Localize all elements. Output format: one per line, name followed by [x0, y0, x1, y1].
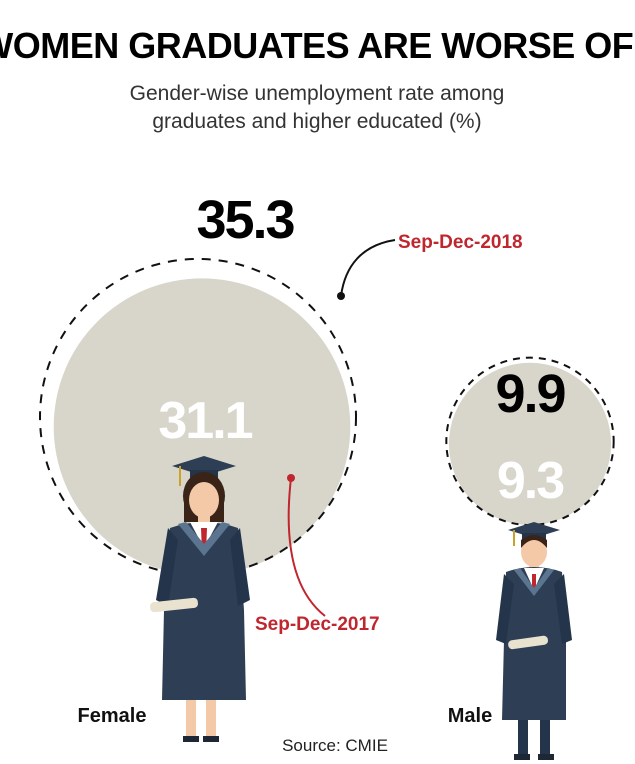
value-label-male-2018: 9.9: [495, 364, 565, 424]
bubble-female-2018: [39, 258, 357, 576]
legend-label-2018: Sep-Dec-2018: [398, 232, 523, 253]
female-graduate-icon: [150, 456, 250, 742]
leader-dot-2017: [287, 474, 295, 482]
source-note: Source: CMIE: [282, 736, 388, 755]
leader-line-2017: [287, 477, 326, 617]
bubble-male-2017: [448, 362, 612, 525]
chart-title: WOMEN GRADUATES ARE WORSE OFF: [0, 25, 635, 66]
value-label-female-2018: 35.3: [196, 190, 294, 250]
male-graduate-icon: [496, 522, 572, 760]
category-label-male: Male: [448, 705, 492, 727]
legend-label-2017: Sep-Dec-2017: [255, 614, 380, 635]
leader-line-2018: [340, 239, 396, 297]
chart-subtitle-line-2: graduates and higher educated (%): [152, 110, 481, 133]
bubble-female-2017: [53, 278, 351, 575]
leader-dot-2018: [337, 292, 345, 300]
chart-subtitle-line-1: Gender-wise unemployment rate among: [130, 82, 505, 105]
category-label-female: Female: [78, 705, 147, 727]
value-label-female-2017: 31.1: [158, 392, 252, 450]
value-label-male-2017: 9.3: [497, 452, 564, 510]
